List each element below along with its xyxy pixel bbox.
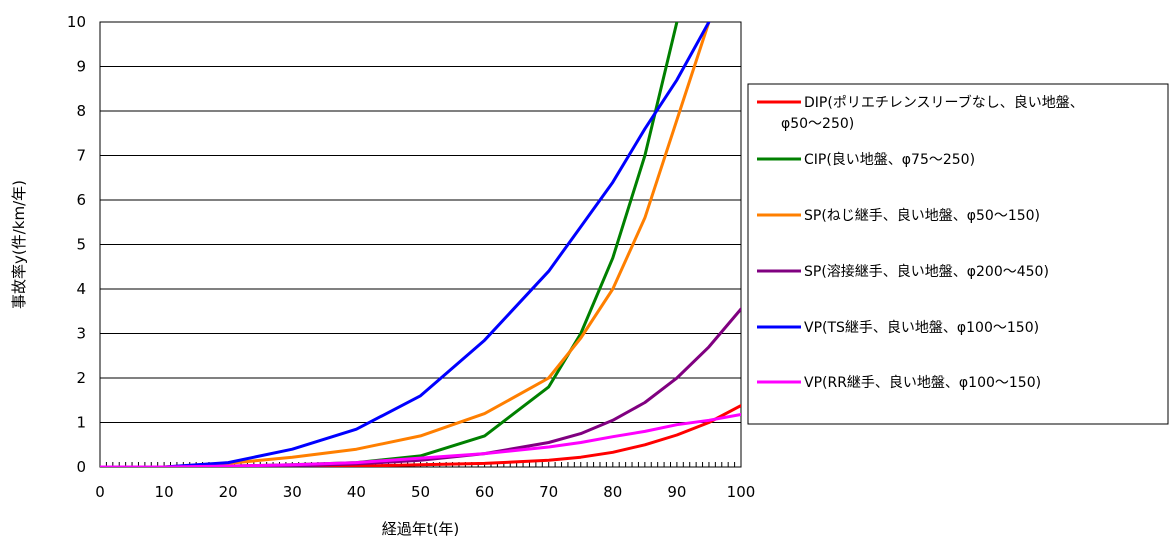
y-tick-label: 6 bbox=[76, 191, 86, 209]
x-axis-title: 経過年t(年) bbox=[382, 520, 460, 538]
y-axis-tick-labels: 0 1 2 3 4 5 6 7 8 9 10 bbox=[67, 13, 86, 476]
y-tick-label: 2 bbox=[76, 369, 86, 387]
x-tick-label: 90 bbox=[667, 483, 686, 501]
x-tick-label: 70 bbox=[539, 483, 558, 501]
legend-label-0: DIP(ポリエチレンスリーブなし、良い地盤、 bbox=[804, 94, 1084, 111]
legend-label-3: SP(溶接継手、良い地盤、φ200～450) bbox=[804, 263, 1049, 280]
legend-label-1: CIP(良い地盤、φ75～250) bbox=[804, 152, 975, 168]
x-tick-label: 50 bbox=[411, 483, 430, 501]
y-tick-label: 4 bbox=[76, 280, 86, 298]
x-tick-label: 80 bbox=[603, 483, 622, 501]
y-tick-label: 0 bbox=[76, 458, 86, 476]
y-tick-label: 3 bbox=[76, 325, 86, 343]
legend-label-4: VP(TS継手、良い地盤、φ100～150) bbox=[804, 320, 1039, 336]
x-tick-label: 30 bbox=[283, 483, 302, 501]
legend: DIP(ポリエチレンスリーブなし、良い地盤、 φ50～250) CIP(良い地盤、φ… bbox=[747, 83, 1169, 425]
series-line-5 bbox=[100, 413, 741, 467]
series-line-0 bbox=[100, 404, 741, 467]
series-line-4 bbox=[100, 22, 711, 467]
x-tick-label: 10 bbox=[155, 483, 174, 501]
legend-label-5: VP(RR継手、良い地盤、φ100～150) bbox=[804, 375, 1041, 391]
y-tick-label: 1 bbox=[76, 414, 86, 432]
y-tick-label: 9 bbox=[76, 58, 86, 76]
legend-label-2: SP(ねじ継手、良い地盤、φ50～150) bbox=[804, 208, 1040, 224]
horizontal-gridlines bbox=[100, 66, 741, 423]
x-axis-tick-labels: 0 10 20 30 40 50 60 70 80 90 100 bbox=[95, 483, 755, 501]
series-lines bbox=[100, 22, 741, 467]
y-axis-title: 事故率y(件/km/年) bbox=[10, 180, 28, 309]
x-tick-label: 60 bbox=[475, 483, 494, 501]
x-tick-label: 100 bbox=[727, 483, 756, 501]
legend-label-0: φ50～250) bbox=[781, 116, 854, 132]
x-tick-label: 0 bbox=[95, 483, 105, 501]
legend-items: DIP(ポリエチレンスリーブなし、良い地盤、 φ50～250) CIP(良い地盤、φ… bbox=[757, 94, 1084, 391]
y-tick-label: 10 bbox=[67, 13, 86, 31]
x-tick-label: 20 bbox=[219, 483, 238, 501]
x-tick-label: 40 bbox=[347, 483, 366, 501]
y-tick-label: 7 bbox=[76, 147, 86, 165]
legend-frame bbox=[747, 83, 1169, 425]
y-tick-label: 8 bbox=[76, 102, 86, 120]
y-tick-label: 5 bbox=[76, 236, 86, 254]
